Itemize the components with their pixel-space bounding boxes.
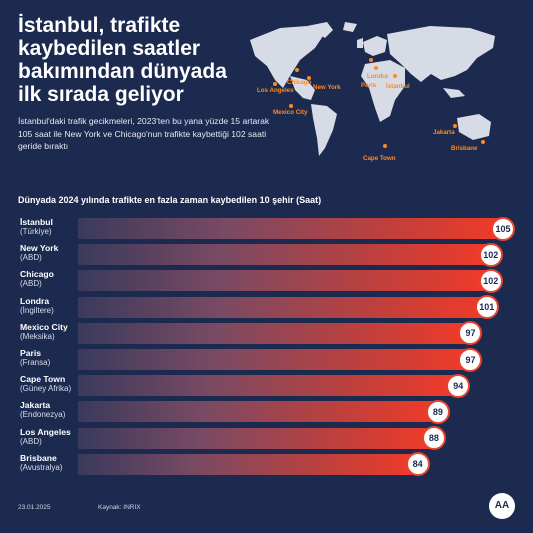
country-name: (ABD) <box>20 436 42 446</box>
page-title: İstanbul, trafikte kaybedilen saatler ba… <box>18 14 227 106</box>
city-name: Cape Town <box>20 374 66 385</box>
label-mexico-city: Mexico City <box>273 109 308 116</box>
row-label: Jakarta (Endonezya) <box>20 400 80 420</box>
page-subtitle: İstanbul'daki trafik gecikmeleri, 2023't… <box>18 116 270 151</box>
bar <box>78 453 420 475</box>
country-name: (Avustralya) <box>20 462 63 472</box>
row-label: New York (ABD) <box>20 243 80 263</box>
pin-paris <box>374 66 378 70</box>
country-name: (ABD) <box>20 279 42 289</box>
value-badge: 101 <box>474 295 499 320</box>
pin-new-york <box>307 76 311 80</box>
country-name: (Meksika) <box>20 331 55 341</box>
bar <box>78 244 493 266</box>
city-name: Chicago <box>20 269 54 280</box>
country-name: (Türkiye) <box>20 227 52 236</box>
row-label: İstanbul (Türkiye) <box>20 217 80 237</box>
row-label: Chicago (ABD) <box>20 269 80 289</box>
value-badge: 97 <box>458 321 483 346</box>
world-map: Chicago New York Los Angeles Mexico City… <box>250 22 495 162</box>
label-new-york: New York <box>313 84 341 91</box>
bar <box>78 270 493 292</box>
label-istanbul: İstanbul <box>386 83 410 90</box>
value-badge: 97 <box>458 347 483 372</box>
city-name: Mexico City <box>20 321 68 332</box>
country-name: (Fransa) <box>20 358 51 367</box>
country-name: (Güney Afrika) <box>20 384 72 394</box>
pin-mexico-city <box>289 104 293 108</box>
city-name: Londra <box>20 295 50 306</box>
value-badge: 105 <box>491 216 515 241</box>
city-name: Jakarta <box>20 400 51 411</box>
row-label: Mexico City (Meksika) <box>20 322 80 342</box>
bar <box>78 375 461 397</box>
label-los-angeles: Los Angeles <box>257 87 294 94</box>
city-name: Paris <box>20 348 42 358</box>
bar <box>78 322 473 344</box>
label-londra: Londra <box>367 73 389 80</box>
bar <box>78 427 436 449</box>
bar <box>78 218 505 239</box>
pin-chicago <box>295 68 299 72</box>
city-name: New York <box>20 243 59 254</box>
pin-jakarta <box>453 124 457 128</box>
city-name: Brisbane <box>20 452 57 463</box>
chart-title: Dünyada 2024 yılında trafikte en fazla z… <box>18 195 322 205</box>
row-label: Los Angeles (ABD) <box>20 427 80 447</box>
pin-los-angeles <box>273 82 277 86</box>
value-badge: 88 <box>421 426 446 451</box>
value-badge: 94 <box>446 373 471 398</box>
row-label: Brisbane (Avustralya) <box>20 453 80 473</box>
pin-istanbul <box>393 74 397 78</box>
label-brisbane: Brisbane <box>451 145 478 152</box>
value-badge: 102 <box>478 242 503 267</box>
label-chicago: Chicago <box>287 79 312 86</box>
footer-date: 23.01.2025 <box>18 504 51 511</box>
row-label: Cape Town (Güney Afrika) <box>20 374 80 394</box>
value-badge: 102 <box>478 268 503 293</box>
value-badge: 84 <box>405 452 430 477</box>
pin-cape-town <box>383 144 387 148</box>
city-pins <box>273 58 485 148</box>
city-labels: Chicago New York Los Angeles Mexico City… <box>257 73 478 162</box>
value-badge: 89 <box>425 399 450 424</box>
label-cape-town: Cape Town <box>363 155 396 162</box>
country-name: (Endonezya) <box>20 410 66 420</box>
pin-londra <box>369 58 373 62</box>
city-name: Los Angeles <box>20 426 71 437</box>
pin-brisbane <box>481 140 485 144</box>
country-name: (ABD) <box>20 253 42 263</box>
footer-source: Kaynak: INRIX <box>98 504 141 511</box>
bar <box>78 296 489 318</box>
label-paris: Paris <box>361 82 377 89</box>
country-name: (İngiltere) <box>20 305 54 315</box>
row-label: Paris (Fransa) <box>20 348 80 368</box>
bar <box>78 349 473 370</box>
row-label: Londra (İngiltere) <box>20 296 80 316</box>
bar <box>78 401 440 423</box>
label-jakarta: Jakarta <box>433 129 455 136</box>
aa-logo: AA <box>489 493 515 519</box>
city-name: İstanbul <box>20 217 53 227</box>
